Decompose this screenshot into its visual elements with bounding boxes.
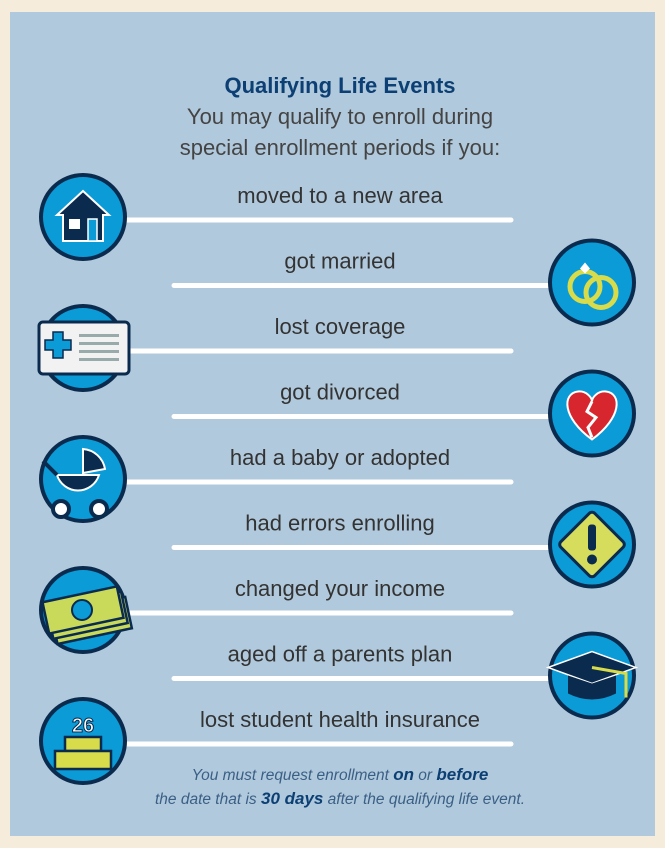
events: moved to a new area got married lost cover…	[37, 173, 639, 785]
event-icon	[545, 631, 639, 720]
cap-base	[568, 675, 616, 700]
event-label: had a baby or adopted	[230, 445, 450, 470]
footnote-emphasis: 30 days	[261, 789, 323, 808]
cake-bottom	[53, 749, 113, 771]
coin	[71, 599, 93, 621]
event-icon	[548, 238, 636, 327]
event-label: got married	[284, 249, 395, 274]
cake-number: 26	[72, 715, 94, 737]
event-icon	[548, 369, 636, 458]
wheel	[89, 499, 109, 519]
subtitle-line: You may qualify to enroll during	[187, 104, 493, 129]
footnote-text: the date that is	[155, 791, 261, 808]
event-label: lost student health insurance	[200, 707, 480, 732]
event-label: got divorced	[280, 380, 400, 405]
cap-top	[545, 650, 639, 685]
exclamation	[588, 524, 596, 551]
wheel	[51, 499, 71, 519]
footnote-text: or	[414, 767, 436, 784]
event-icon	[548, 500, 636, 589]
footnote-emphasis: before	[436, 765, 488, 784]
card-line	[79, 342, 119, 345]
house-door	[87, 218, 98, 242]
footnote: You must request enrollment on or before…	[155, 765, 525, 808]
event-label: lost coverage	[275, 314, 406, 339]
card-line	[79, 350, 119, 353]
card-line	[79, 358, 119, 361]
event-icon	[37, 304, 131, 392]
card-line	[79, 334, 119, 337]
footnote-text: after the qualifying life event.	[323, 791, 525, 808]
diamond	[580, 262, 590, 274]
panel	[10, 12, 655, 836]
event-icon	[39, 173, 127, 261]
event-icon	[39, 566, 134, 654]
exclamation-dot	[587, 554, 597, 565]
event-label: had errors enrolling	[245, 511, 435, 536]
cake-top	[63, 735, 103, 753]
event-label: changed your income	[235, 576, 445, 601]
stroller-hood	[82, 447, 107, 475]
house-window	[69, 219, 80, 229]
title: Qualifying Life Events	[224, 73, 455, 98]
footnote-emphasis: on	[393, 765, 414, 784]
crack	[585, 400, 599, 439]
ring	[583, 275, 619, 310]
event-label: moved to a new area	[237, 183, 443, 208]
stroller-body	[55, 474, 101, 492]
event-icon: 26	[39, 697, 127, 785]
event-label: aged off a parents plan	[228, 642, 453, 667]
medical-star	[44, 331, 72, 359]
subtitle-line: special enrollment periods if you:	[180, 135, 500, 160]
tassel	[591, 666, 628, 698]
stroller-handle	[41, 459, 59, 477]
event-icon	[39, 435, 127, 523]
footnote-text: You must request enrollment	[192, 767, 394, 784]
